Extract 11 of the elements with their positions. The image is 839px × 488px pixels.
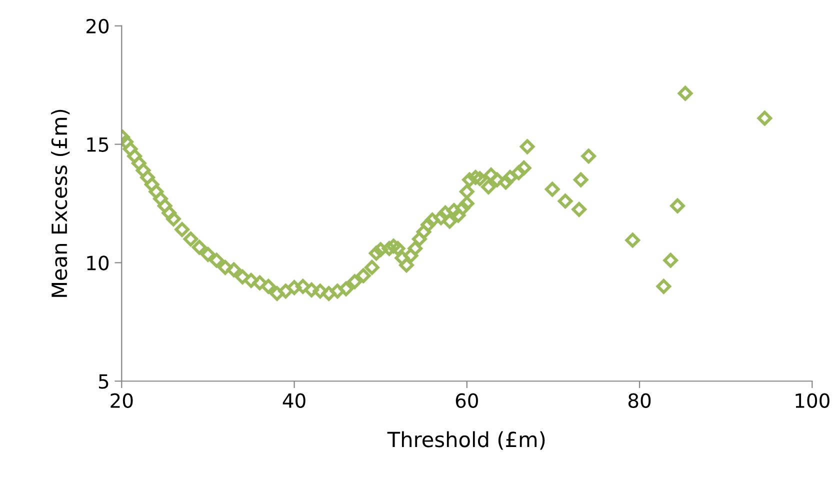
x-tick-label: 40 [282,393,306,408]
y-tick-label: 20 [86,18,109,34]
y-tick-label: 10 [87,256,109,270]
y-tick-label: 15 [87,137,108,152]
x-tick-label: 80 [628,393,651,408]
x-axis-title: Threshold (£m) [387,431,545,450]
x-tick-label: 20 [110,393,133,408]
x-tick-label: 60 [456,393,478,408]
y-tick-label: 5 [98,374,108,389]
x-tick-label: 100 [796,393,830,408]
y-axis-title: Mean Excess (£m) [51,110,70,297]
